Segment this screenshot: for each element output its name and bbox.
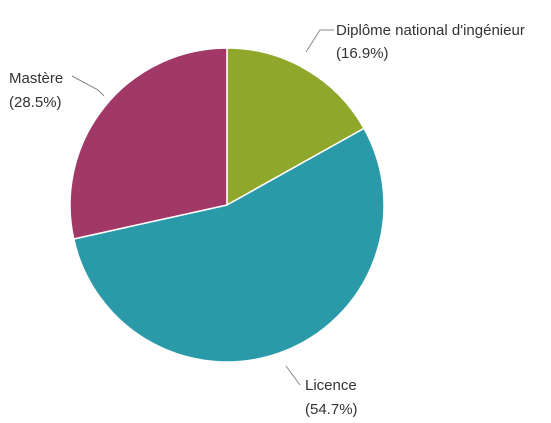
label-licence-percent: (54.7%) [305,401,358,418]
pie-slice-licence [72,127,385,363]
connector-mastere [71,75,105,97]
pie-slices [69,47,385,363]
label-licence-name: Licence [305,377,357,394]
connector-licence [285,365,301,386]
slice-labels: Diplôme national d'ingénieur (16.9%) Lic… [9,22,525,418]
label-connectors [71,29,334,386]
label-diplome-name: Diplôme national d'ingénieur [336,22,525,39]
pie-slice-mastere [69,47,228,240]
pie-slice-diplome-national-d-ingenieur [226,47,365,206]
label-diplome-percent: (16.9%) [336,45,389,62]
label-mastere-name: Mastère [9,70,63,87]
label-mastere-percent: (28.5%) [9,94,62,111]
connector-diplome [305,29,334,53]
